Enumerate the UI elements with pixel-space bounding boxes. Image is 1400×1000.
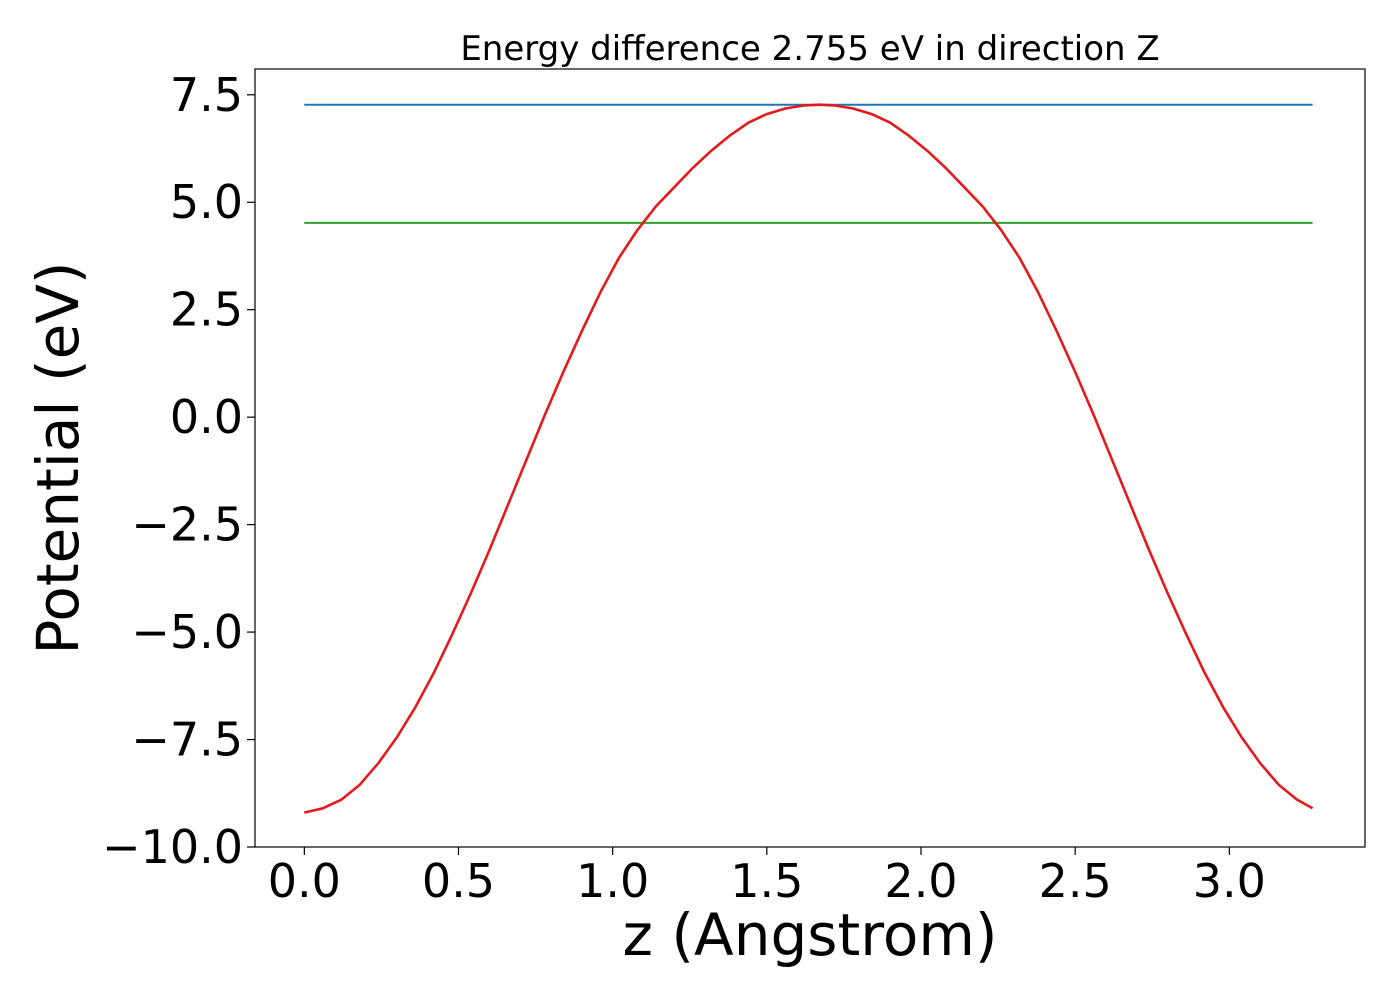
chart-title: Energy difference 2.755 eV in direction … [460,29,1159,69]
x-axis-label: z (Angstrom) [623,901,998,969]
axes-frame [254,68,1366,848]
y-tick-label: 7.5 [170,68,243,122]
y-tick-label: −10.0 [102,820,243,874]
x-tick-label: 2.0 [884,854,957,908]
y-tick-label: 2.5 [170,283,243,337]
y-tick-label: 0.0 [170,390,243,444]
x-tick-label: 0.5 [422,854,495,908]
y-axis: 7.5 5.0 2.5 0.0 −2.5 −5.0 −7.5 −10.0 [102,68,255,874]
y-tick-label: −5.0 [131,605,243,659]
x-tick-label: 1.0 [576,854,649,908]
y-tick-label: −7.5 [131,713,243,767]
y-axis-label: Potential (eV) [24,261,92,654]
y-tick-label: −2.5 [131,498,243,552]
x-axis: 0.0 0.5 1.0 1.5 2.0 2.5 3.0 [268,847,1266,908]
x-tick-label: 2.5 [1039,854,1112,908]
plot-area [304,103,1314,814]
x-tick-label: 3.0 [1193,854,1266,908]
x-tick-label: 1.5 [730,854,803,908]
y-tick-label: 5.0 [170,175,243,229]
series-line-red [304,103,1314,814]
x-tick-label: 0.0 [268,854,341,908]
